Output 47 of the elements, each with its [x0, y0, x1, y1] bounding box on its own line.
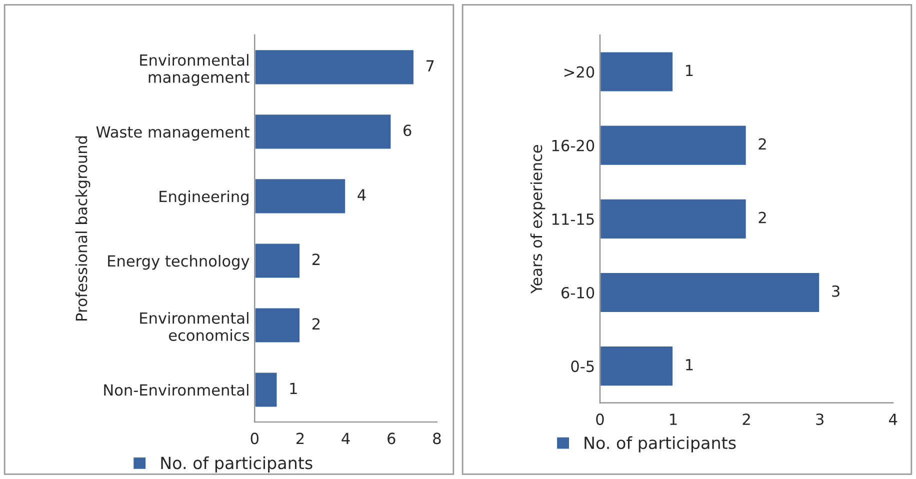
data-label: 4 — [358, 189, 366, 200]
bar — [254, 306, 301, 344]
y-tick-label: 6-10 — [562, 286, 594, 298]
bar — [254, 371, 278, 408]
data-label: 6 — [404, 124, 412, 136]
y-tick-label: >20 — [564, 66, 594, 78]
legend-label: No. of participants — [161, 456, 312, 472]
y-tick-label: Environmental management — [140, 54, 250, 86]
y-axis-title: Professional background — [75, 136, 90, 320]
x-tick-label: 6 — [388, 432, 396, 444]
data-label: 1 — [686, 359, 693, 370]
data-label: 2 — [312, 318, 320, 330]
data-label: 7 — [426, 60, 434, 72]
data-label: 2 — [312, 254, 320, 265]
x-tick-label: 2 — [742, 414, 750, 425]
bar — [600, 198, 748, 240]
y-tick-label: Energy technology — [108, 254, 250, 270]
data-label: 3 — [832, 285, 840, 297]
legend-label: No. of participants — [584, 436, 736, 452]
x-tick-label: 2 — [296, 432, 304, 444]
bar — [254, 242, 301, 280]
x-tick-label: 0 — [250, 432, 258, 444]
data-label: 1 — [686, 64, 693, 76]
y-tick-label: 11-15 — [552, 214, 594, 225]
bar — [600, 345, 674, 387]
data-label: 2 — [758, 212, 766, 224]
bar — [600, 272, 821, 314]
y-tick-label: Waste management — [96, 126, 250, 141]
data-label: 2 — [758, 138, 766, 150]
data-label: 1 — [290, 382, 297, 394]
bar — [254, 178, 346, 215]
y-tick-label: Non-Environmental — [104, 384, 248, 396]
y-axis-title: Years of experience — [530, 145, 546, 294]
bar — [254, 48, 415, 86]
y-tick-label: Environmental economics — [140, 312, 250, 341]
y-tick-label: 0-5 — [571, 360, 594, 372]
bar — [600, 50, 674, 93]
x-tick-label: 4 — [888, 414, 898, 425]
x-tick-label: 8 — [433, 432, 441, 444]
x-tick-label: 4 — [342, 432, 350, 444]
x-tick-label: 1 — [670, 414, 677, 425]
bar — [254, 113, 392, 150]
x-tick-label: 0 — [596, 414, 604, 426]
y-tick-label: 16-20 — [552, 140, 594, 152]
y-tick-label: Engineering — [160, 190, 248, 206]
x-tick-label: 3 — [816, 414, 824, 426]
bar — [600, 124, 748, 166]
